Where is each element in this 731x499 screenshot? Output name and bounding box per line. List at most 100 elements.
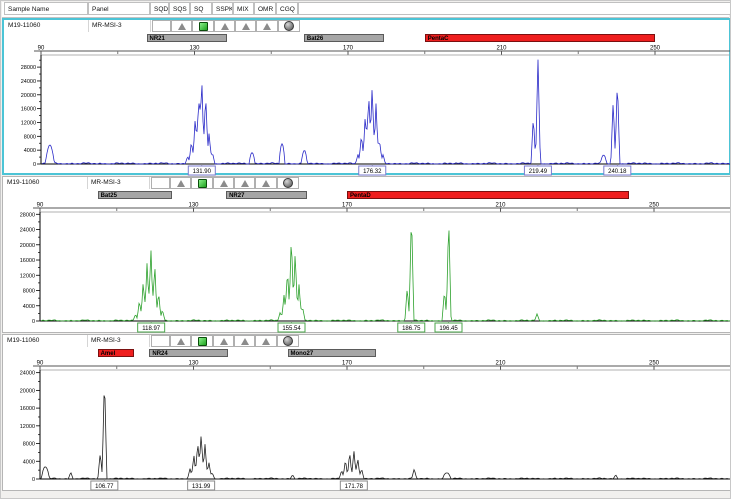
svg-text:4000: 4000 [24, 148, 36, 154]
trace-line-black [40, 395, 730, 480]
svg-text:130: 130 [189, 46, 200, 52]
status-sq-cell[interactable] [192, 20, 214, 32]
svg-text:0: 0 [32, 319, 35, 325]
trace-block-2[interactable]: M19-11060 MR-MSI-3 Bat25 NR27 PentaD 90 130 170… [2, 176, 730, 333]
trace-line-blue [41, 59, 730, 165]
warning-triangle-icon [241, 22, 250, 30]
sample-name-cell: M19-11060 [5, 20, 89, 32]
pass-green-square-icon [197, 336, 207, 346]
svg-text:12000: 12000 [21, 120, 36, 126]
svg-text:28000: 28000 [20, 212, 35, 218]
status-sqs-cell[interactable] [170, 335, 191, 347]
status-cgq-cell[interactable] [277, 177, 299, 189]
trace-line-green [40, 230, 730, 322]
col-sqd[interactable]: SQD [150, 2, 169, 15]
svg-text:90: 90 [38, 46, 45, 52]
col-sspk[interactable]: SSPK [212, 2, 233, 15]
status-omr-cell[interactable] [256, 20, 278, 32]
svg-text:131.90: 131.90 [193, 169, 212, 175]
marker-bar-nr27: NR27 [226, 191, 307, 199]
marker-bar-row: Amel NR24 Mono27 [3, 348, 730, 358]
peak-size-label[interactable]: 155.54 [277, 321, 306, 333]
marker-bar-nr24: NR24 [149, 349, 229, 357]
peak-size-label[interactable]: 196.45 [434, 321, 463, 333]
svg-text:8000: 8000 [23, 442, 35, 448]
pass-green-square-icon [198, 21, 208, 31]
marker-bar-nr21: NR21 [146, 34, 228, 42]
status-sqd-cell[interactable] [151, 335, 170, 347]
peak-size-label[interactable]: 176.32 [358, 164, 387, 176]
svg-text:24000: 24000 [20, 371, 35, 377]
col-sqs[interactable]: SQS [169, 2, 190, 15]
marker-bar-amel: Amel [97, 349, 135, 357]
peak-size-label[interactable]: 186.75 [397, 321, 426, 333]
status-mix-cell[interactable] [234, 177, 255, 189]
svg-text:12000: 12000 [20, 273, 35, 279]
status-sspk-cell[interactable] [213, 177, 234, 189]
svg-text:171.78: 171.78 [345, 484, 364, 490]
status-sqd-cell[interactable] [151, 177, 170, 189]
status-sq-cell[interactable] [191, 177, 213, 189]
peak-size-label[interactable]: 171.78 [339, 479, 368, 491]
quality-sphere-icon [284, 21, 294, 31]
panel-name-cell: MR-MSI-3 [88, 177, 150, 189]
svg-text:196.45: 196.45 [439, 326, 458, 332]
status-sspk-cell[interactable] [214, 20, 235, 32]
warning-triangle-icon [219, 179, 228, 187]
status-sqs-cell[interactable] [170, 177, 191, 189]
electropherogram-plot-2: 90 130 170 210 250 0 4000 8000 12000 16000 20000 24… [20, 203, 730, 333]
svg-text:118.97: 118.97 [142, 326, 161, 332]
svg-text:24000: 24000 [21, 79, 36, 85]
peak-size-label[interactable]: 131.99 [187, 479, 216, 491]
svg-text:8000: 8000 [23, 289, 35, 295]
col-panel[interactable]: Panel [88, 2, 150, 15]
svg-text:130: 130 [188, 203, 199, 209]
sample-name-cell: M19-11060 [4, 335, 88, 347]
col-mix[interactable]: MIX [233, 2, 254, 15]
warning-triangle-icon [176, 179, 185, 187]
svg-text:210: 210 [495, 203, 506, 209]
svg-text:0: 0 [32, 477, 35, 483]
trace-block-1[interactable]: M19-11060 MR-MSI-3 NR21 Bat26 PentaC 90 130 170… [2, 18, 730, 176]
status-omr-cell[interactable] [255, 177, 277, 189]
svg-text:176.32: 176.32 [363, 169, 382, 175]
svg-text:240.18: 240.18 [608, 169, 627, 175]
peak-size-label[interactable]: 219.49 [523, 164, 552, 176]
status-mix-cell[interactable] [234, 335, 255, 347]
marker-bar-pentac: PentaC [424, 34, 656, 42]
col-sample-name[interactable]: Sample Name [4, 2, 88, 15]
svg-text:90: 90 [37, 361, 44, 367]
marker-bar-mono27: Mono27 [287, 349, 376, 357]
status-sqd-cell[interactable] [152, 20, 171, 32]
status-sqs-cell[interactable] [171, 20, 192, 32]
status-sq-cell[interactable] [191, 335, 213, 347]
svg-text:131.99: 131.99 [192, 484, 211, 490]
warning-triangle-icon [240, 337, 249, 345]
status-cgq-cell[interactable] [277, 335, 299, 347]
trace-block-3[interactable]: M19-11060 MR-MSI-3 Amel NR24 Mono27 90 130 170 2… [2, 334, 730, 491]
peak-size-label[interactable]: 131.90 [187, 164, 216, 176]
status-omr-cell[interactable] [255, 335, 277, 347]
svg-text:16000: 16000 [20, 406, 35, 412]
col-cgq[interactable]: CGQ [276, 2, 298, 15]
svg-text:16000: 16000 [20, 258, 35, 264]
warning-triangle-icon [176, 337, 185, 345]
sample-name-cell: M19-11060 [4, 177, 88, 189]
status-cgq-cell[interactable] [278, 20, 300, 32]
svg-text:4000: 4000 [23, 459, 35, 465]
marker-bar-row: NR21 Bat26 PentaC [4, 33, 729, 43]
electropherogram-plot-1: 90 130 170 210 250 0 4000 8000 12000 16000 20000 24… [21, 46, 730, 176]
col-omr[interactable]: OMR [254, 2, 276, 15]
warning-triangle-icon [262, 337, 270, 345]
marker-bar-row: Bat25 NR27 PentaD [3, 190, 730, 200]
status-mix-cell[interactable] [235, 20, 256, 32]
col-sq[interactable]: SQ [190, 2, 212, 15]
peak-size-label[interactable]: 240.18 [603, 164, 632, 176]
marker-bar-pentad: PentaD [347, 191, 630, 199]
peak-size-label[interactable]: 118.97 [137, 321, 166, 333]
svg-text:170: 170 [342, 203, 353, 209]
status-sspk-cell[interactable] [213, 335, 234, 347]
peak-size-label[interactable]: 106.77 [90, 479, 119, 491]
svg-text:219.49: 219.49 [529, 169, 548, 175]
